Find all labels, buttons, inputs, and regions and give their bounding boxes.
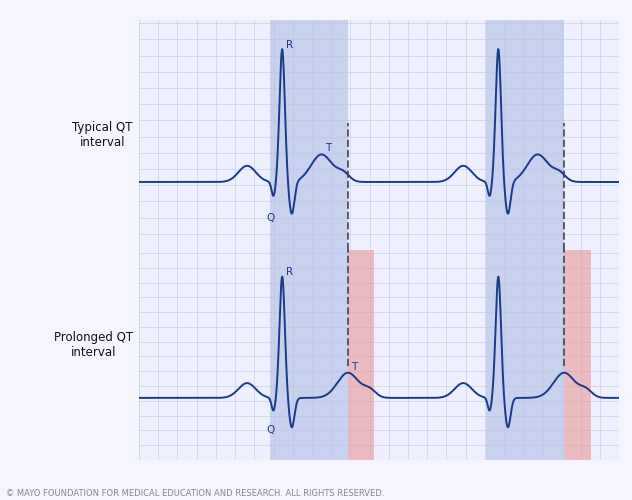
Text: Q: Q [266,213,274,223]
Bar [270,20,348,250]
Text: Prolonged QT
interval: Prolonged QT interval [54,330,133,358]
Text: T: T [351,362,358,372]
Bar [486,20,564,250]
Bar [348,250,374,460]
Text: T: T [325,143,331,153]
Text: Typical QT
interval: Typical QT interval [72,121,133,149]
Text: © MAYO FOUNDATION FOR MEDICAL EDUCATION AND RESEARCH. ALL RIGHTS RESERVED.: © MAYO FOUNDATION FOR MEDICAL EDUCATION … [6,488,385,498]
Text: R: R [286,267,293,277]
Bar [564,250,590,460]
Text: R: R [286,40,293,50]
Bar [270,250,348,460]
Bar [486,250,564,460]
Text: Q: Q [266,426,274,436]
